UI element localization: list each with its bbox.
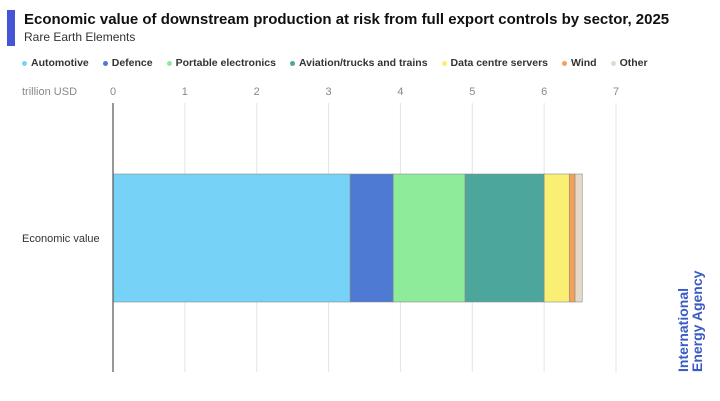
legend-swatch [22, 60, 27, 66]
chart-title: Economic value of downstream production … [24, 11, 670, 28]
bar-segment [568, 173, 576, 303]
legend-swatch [441, 60, 447, 66]
bar-segment [543, 173, 570, 303]
brand-line-1: International [675, 287, 691, 372]
x-tick-label: 7 [613, 86, 619, 98]
legend-item-7: Other [610, 57, 648, 69]
title-accent-bar [7, 10, 15, 46]
chart-subtitle: Rare Earth Elements [24, 30, 136, 44]
legend-item-3: Portable electronics [166, 57, 276, 69]
x-tick-label: 2 [254, 86, 260, 98]
legend-swatch [289, 60, 295, 66]
legend-item-6: Wind [562, 57, 597, 69]
bar-segment [574, 173, 583, 303]
bar-segment [464, 173, 545, 303]
x-tick-label: 3 [326, 86, 332, 98]
legend-label: Portable electronics [175, 57, 276, 69]
legend-swatch [102, 60, 108, 66]
legend-label: Aviation/trucks and trains [298, 57, 428, 69]
legend-label: Automotive [31, 57, 89, 69]
legend-label: Wind [571, 57, 597, 69]
x-tick-label: 0 [110, 86, 116, 98]
legend-label: Defence [111, 57, 153, 69]
legend-label: Other [619, 57, 648, 69]
brand-line-2: Energy Agency [689, 270, 705, 372]
legend-item-1: Automotive [22, 57, 89, 69]
bar-segment [349, 173, 394, 303]
legend-item-2: Defence [102, 57, 153, 69]
category-label: Economic value [22, 233, 100, 245]
x-tick-label: 1 [182, 86, 188, 98]
legend-swatch [610, 60, 616, 66]
legend-item-4: Aviation/trucks and trains [289, 57, 428, 69]
iea-logo: International Energy Agency [675, 270, 705, 372]
legend-swatch [562, 60, 568, 66]
x-tick-label: 5 [469, 86, 475, 98]
legend-item-5: Data centre servers [441, 57, 549, 69]
chart-legend: Automotive Defence Portable electronics Avi… [22, 57, 648, 69]
x-tick-label: 6 [541, 86, 547, 98]
x-tick-label: 4 [397, 86, 403, 98]
bar-segment [112, 173, 351, 303]
bar-segment [392, 173, 466, 303]
legend-swatch [166, 60, 172, 66]
legend-label: Data centre servers [450, 57, 549, 69]
x-axis-label: trillion USD [22, 86, 77, 98]
